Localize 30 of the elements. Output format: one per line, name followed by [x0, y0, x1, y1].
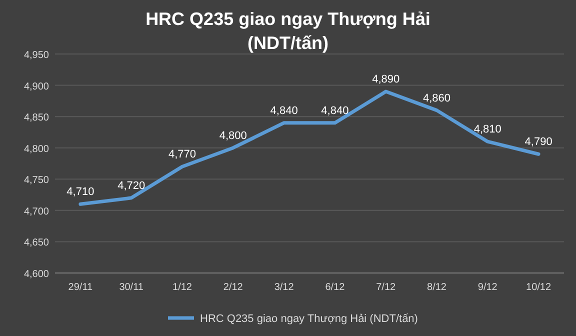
- x-tick-label: 7/12: [376, 282, 396, 293]
- y-tick-label: 4,900: [24, 81, 50, 92]
- x-tick-label: 29/11: [68, 282, 94, 293]
- x-tick-label: 6/12: [325, 282, 346, 293]
- x-tick-label: 30/11: [119, 282, 144, 293]
- y-tick-label: 4,650: [24, 238, 50, 249]
- x-tick-label: 8/12: [427, 282, 447, 293]
- y-tick-label: 4,800: [24, 144, 50, 155]
- y-tick-label: 4,750: [24, 175, 50, 186]
- x-tick-label: 10/12: [526, 282, 552, 293]
- y-tick-label: 4,600: [24, 269, 50, 280]
- data-label: 4,840: [321, 104, 349, 117]
- data-label: 4,710: [66, 186, 94, 198]
- data-label: 4,890: [372, 74, 400, 86]
- y-tick-label: 4,700: [24, 206, 50, 218]
- data-label: 4,810: [474, 124, 502, 136]
- x-tick-label: 3/12: [274, 282, 294, 293]
- x-tick-label: 1/12: [172, 282, 192, 293]
- data-label: 4,800: [219, 130, 247, 142]
- y-tick-label: 4,850: [24, 112, 50, 124]
- legend-label: HRC Q235 giao ngay Thượng Hải (NDT/tấn): [200, 313, 418, 325]
- data-label: 4,790: [524, 136, 552, 148]
- data-label: 4,840: [270, 104, 298, 117]
- x-tick-label: 2/12: [223, 282, 244, 293]
- data-label: 4,720: [118, 180, 146, 192]
- data-label: 4,770: [168, 148, 196, 161]
- y-tick-label: 4,950: [24, 50, 50, 61]
- data-label: 4,860: [422, 92, 451, 104]
- chart-title: HRC Q235 giao ngay Thượng Hải (NDT/tấn): [146, 9, 430, 53]
- x-tick-label: 9/12: [478, 282, 498, 293]
